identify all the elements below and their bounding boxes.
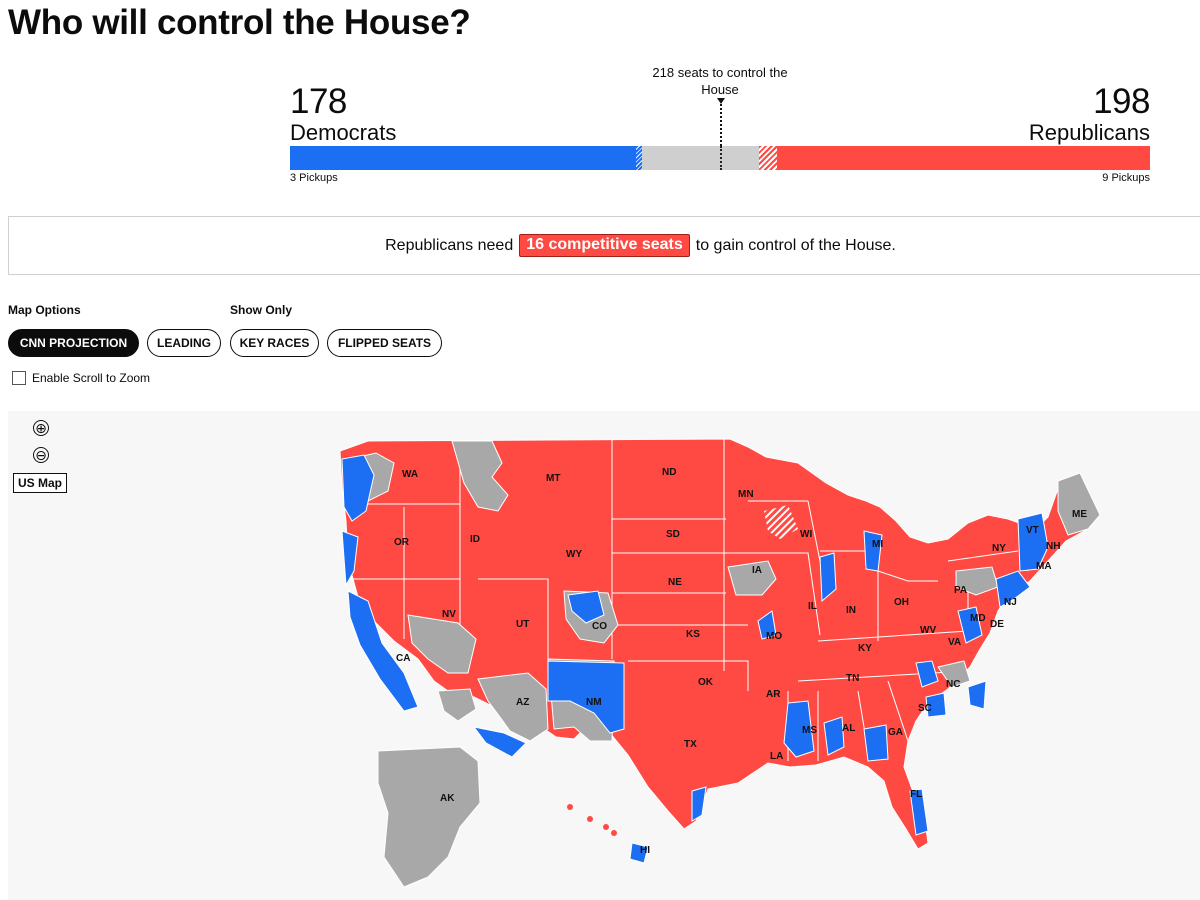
majority-threshold-label: 218 seats to control the House [652,65,788,97]
state-label-mt: MT [546,473,560,484]
competitive-seats-badge: 16 competitive seats [519,234,690,257]
state-label-tn: TN [846,673,859,684]
state-label-ar: AR [766,689,781,700]
zoom-in-symbol: ⊕ [35,420,47,436]
dem-lean-fill [636,146,642,170]
dem-seat-fill [290,146,636,170]
seat-bar [290,146,1150,170]
state-label-mi: MI [872,539,883,550]
hawaii-islands[interactable] [567,804,617,836]
summary-prefix: Republicans need [385,236,514,254]
dem-party-label: Democrats [290,120,397,145]
state-label-sd: SD [666,529,680,540]
state-label-nv: NV [442,609,456,620]
house-results-map[interactable]: WA OR CA ID NV MT WY UT AZ CO NM ND SD NE KS OK TX MN IA MO… [8,411,1200,900]
balance-of-power: 218 seats to control the House 178 198 D… [290,60,1150,190]
state-label-wa: WA [402,469,418,480]
state-label-ok: OK [698,677,714,688]
state-label-me: ME [1072,509,1087,520]
summary-suffix: to gain control of the House. [695,236,896,254]
state-label-nh: NH [1046,541,1060,552]
state-label-nc: NC [946,679,960,690]
state-label-md: MD [970,613,986,624]
state-label-ks: KS [686,629,700,640]
rep-seat-count: 198 [1093,82,1150,121]
zoom-out-symbol: ⊖ [35,447,47,463]
state-label-mn: MN [738,489,754,500]
dem-districts[interactable] [341,454,1049,864]
state-label-vt: VT [1026,525,1039,536]
state-label-ak: AK [440,793,455,804]
us-map-reset-button[interactable]: US Map [13,473,68,493]
state-label-nm: NM [586,697,602,708]
leading-button[interactable]: LEADING [147,329,221,357]
state-label-la: LA [770,751,783,762]
lean-district[interactable] [764,505,798,539]
state-label-sc: SC [918,703,932,714]
dem-seat-count: 178 [290,82,347,121]
state-label-il: IL [808,601,817,612]
zoom-in-icon[interactable]: ⊕ [33,420,49,436]
state-label-de: DE [990,619,1004,630]
state-label-wi: WI [800,529,812,540]
flipped-seats-button[interactable]: FLIPPED SEATS [327,329,442,357]
rep-pickups: 9 Pickups [1102,172,1150,184]
state-label-ms: MS [802,725,817,736]
state-label-tx: TX [684,739,697,750]
rep-lean-fill [759,146,777,170]
zoom-out-icon[interactable]: ⊖ [33,447,49,463]
state-label-ca: CA [396,653,410,664]
state-label-ut: UT [516,619,529,630]
majority-line [720,146,722,170]
state-label-va: VA [948,637,961,648]
scroll-zoom-label: Enable Scroll to Zoom [32,371,151,385]
state-label-wv: WV [920,625,936,636]
state-label-id: ID [470,534,480,545]
state-label-al: AL [842,723,855,734]
threshold-marker [720,104,722,146]
key-races-button[interactable]: KEY RACES [230,329,319,357]
state-labels: WA OR CA ID NV MT WY UT AZ CO NM ND SD NE KS OK TX MN IA MO… [394,467,1087,856]
state-label-hi: HI [640,845,650,856]
state-label-wy: WY [566,549,582,560]
state-label-ia: IA [752,565,762,576]
state-label-mo: MO [766,631,782,642]
state-label-ga: GA [888,727,903,738]
state-label-fl: FL [910,789,922,800]
state-label-pa: PA [954,585,967,596]
map-options-label: Map Options [8,303,81,317]
state-label-ne: NE [668,577,682,588]
threshold-arrow-icon [717,98,725,104]
dem-pickups: 3 Pickups [290,172,338,184]
scroll-zoom-checkbox[interactable] [12,371,26,385]
cnn-projection-button[interactable]: CNN PROJECTION [8,329,139,357]
state-label-oh: OH [894,597,909,608]
scroll-zoom-toggle[interactable]: Enable Scroll to Zoom [12,371,150,385]
show-only-label: Show Only [230,303,293,317]
state-label-in: IN [846,605,856,616]
rep-party-label: Republicans [1028,120,1150,145]
state-label-az: AZ [516,697,529,708]
rep-seat-fill [777,146,1150,170]
state-label-nj: NJ [1004,597,1017,608]
us-district-map[interactable]: WA OR CA ID NV MT WY UT AZ CO NM ND SD NE KS OK TX MN IA MO… [8,411,1200,900]
state-label-ma: MA [1036,561,1052,572]
state-label-or: OR [394,537,410,548]
state-label-ny: NY [992,543,1006,554]
state-label-nd: ND [662,467,676,478]
state-label-co: CO [592,621,607,632]
state-label-ky: KY [858,643,872,654]
page-title: Who will control the House? [8,3,471,42]
control-summary-banner: Republicans need 16 competitive seats to… [8,216,1200,275]
